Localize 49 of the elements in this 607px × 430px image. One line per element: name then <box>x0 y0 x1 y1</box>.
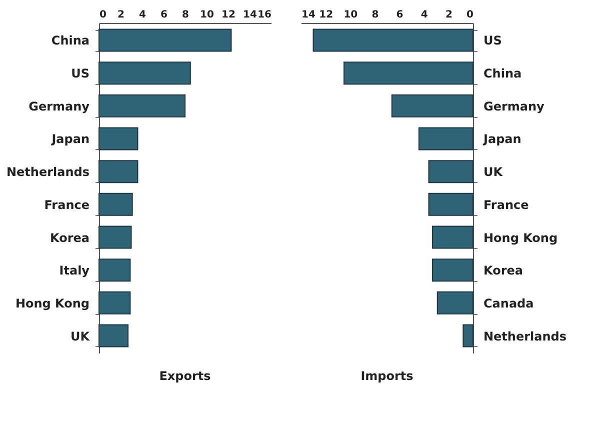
y-tick-label: UK <box>484 165 504 180</box>
y-tick-label: Germany <box>28 99 90 114</box>
x-tick-label: 2 <box>118 10 125 20</box>
x-tick-label: 8 <box>182 10 190 20</box>
x-tick-label: 6 <box>160 10 168 20</box>
x-tick-label: 4 <box>139 10 146 20</box>
y-tick-label: Japan <box>482 132 522 146</box>
x-tick-label: 10 <box>200 10 214 20</box>
x-tick-label: 4 <box>420 10 428 20</box>
y-tick-label: Italy <box>59 264 90 278</box>
x-tick-label: 8 <box>372 10 379 20</box>
x-tick-label: 12 <box>319 10 334 20</box>
y-tick-label: Netherlands <box>6 165 90 180</box>
y-tick-label: UK <box>70 329 90 344</box>
bar <box>391 94 474 118</box>
x-tick-label: 16 <box>258 10 272 20</box>
bar <box>432 258 474 282</box>
y-tick-label: China <box>51 34 90 48</box>
bar <box>436 291 474 314</box>
bar <box>428 192 474 216</box>
bar <box>432 226 474 249</box>
y-tick-label: China <box>484 66 522 81</box>
x-tick-label: 2 <box>445 10 452 20</box>
y-tick-label: Korea <box>484 264 523 278</box>
bar <box>418 127 474 150</box>
x-tick-label: 6 <box>396 10 404 20</box>
x-tick-label: 0 <box>466 10 474 20</box>
x-tick-label: 0 <box>100 10 106 20</box>
bar <box>462 324 474 348</box>
y-tick-label: Japan <box>50 132 90 146</box>
y-tick-label: Netherlands <box>484 329 567 344</box>
y-tick-label: Germany <box>484 99 545 114</box>
y-tick-label: Canada <box>484 296 534 310</box>
bar <box>428 160 474 184</box>
x-tick-label: 14 <box>243 10 257 20</box>
y-tick-label: France <box>44 198 90 212</box>
x-tick-label: 10 <box>344 10 358 20</box>
bar <box>344 62 474 85</box>
bar <box>312 28 474 52</box>
x-tick-label: 12 <box>222 10 236 20</box>
y-tick-label: US <box>71 66 90 81</box>
y-tick-label: Hong Kong <box>484 230 558 245</box>
x-tick-label: 14 <box>302 10 316 20</box>
x-axis-title: Imports <box>360 369 414 383</box>
y-tick-label: France <box>484 198 529 212</box>
y-tick-label: Korea <box>50 230 90 245</box>
y-tick-label: US <box>484 34 502 48</box>
x-axis-title: Exports <box>159 369 211 383</box>
y-tick-label: Hong Kong <box>15 296 90 310</box>
